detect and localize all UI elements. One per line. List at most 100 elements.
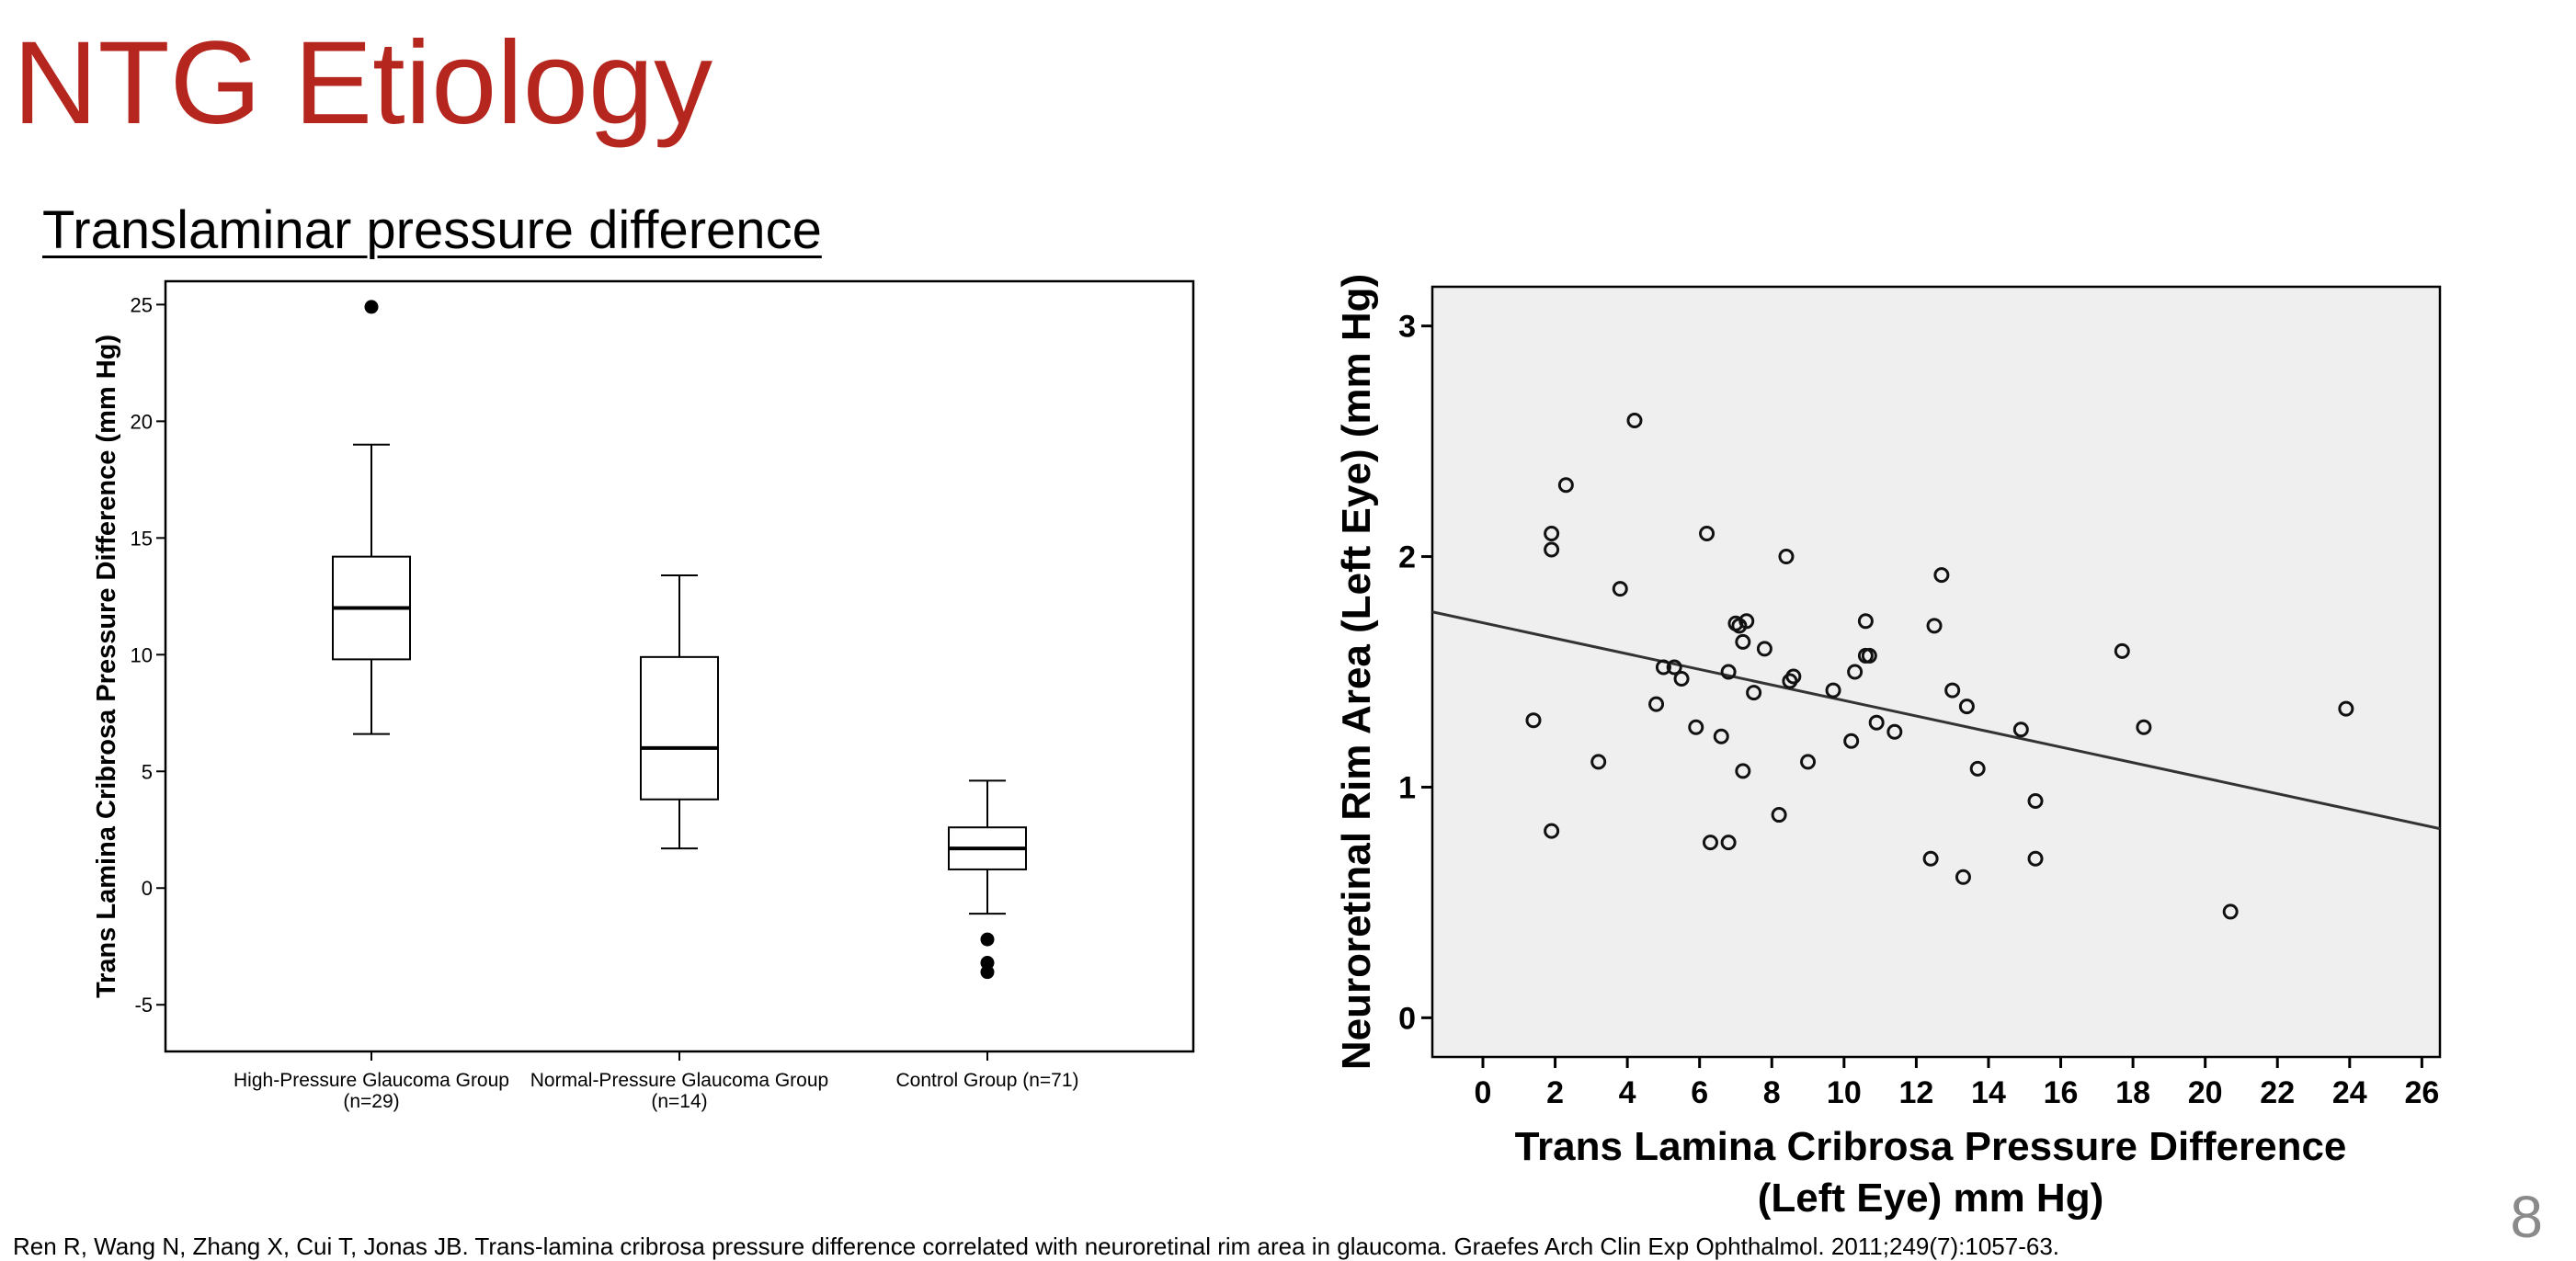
- scatter-point: [1720, 835, 1737, 851]
- x-category-label: Control Group (n=71): [895, 1070, 1078, 1091]
- slide-title: NTG Etiology: [13, 17, 713, 149]
- x-tick-label: 16: [2044, 1075, 2079, 1110]
- y-tick-label: 25: [131, 293, 153, 316]
- scatter-point: [1666, 659, 1682, 676]
- outlier-point: [980, 932, 995, 947]
- scatter-point: [2114, 642, 2130, 659]
- scatter-plot-points: [1525, 413, 2354, 920]
- scatter-plot-x-axis: 0 2 4 6 8 10 12 14 16 18 20 22 24 26: [1475, 1057, 2439, 1110]
- x-tick-label: 20: [2188, 1075, 2223, 1110]
- scatter-point: [1778, 549, 1795, 565]
- scatter-point: [1746, 685, 1762, 701]
- scatter-point: [1738, 613, 1755, 630]
- y-tick-label: 2: [1398, 540, 1416, 575]
- scatter-point: [1933, 567, 1950, 584]
- box-plot-y-axis: 25 20 15 10 5 0 -5: [131, 293, 165, 1017]
- x-tick-label: 18: [2115, 1075, 2150, 1110]
- scatter-plot-x-axis-label-line1: Trans Lamina Cribrosa Pressure Differenc…: [1515, 1124, 2347, 1169]
- x-category-label: Normal-Pressure Glaucoma Group: [530, 1070, 828, 1091]
- scatter-point: [1544, 525, 1560, 541]
- x-tick-label: 24: [2332, 1075, 2367, 1110]
- citation-footnote: Ren R, Wang N, Zhang X, Cui T, Jonas JB.…: [13, 1233, 2060, 1260]
- scatter-point: [1590, 754, 1607, 770]
- scatter-point: [1922, 850, 1939, 867]
- scatter-point: [1868, 714, 1885, 731]
- y-tick-label: 10: [131, 643, 153, 666]
- x-tick-label: 10: [1827, 1075, 1862, 1110]
- scatter-point: [1544, 541, 1560, 558]
- scatter-point: [1955, 869, 1971, 885]
- scatter-point: [1958, 699, 1975, 715]
- scatter-point: [1735, 763, 1751, 779]
- scatter-plot-y-axis-label: Neuroretinal Rim Area (Left Eye) (mm Hg): [1334, 274, 1379, 1070]
- scatter-point: [1969, 760, 1986, 777]
- scatter-point: [1655, 659, 1671, 676]
- y-tick-label: 0: [1398, 1001, 1416, 1036]
- scatter-point: [1626, 413, 1643, 429]
- y-tick-label: -5: [134, 994, 153, 1017]
- box-plot-x-axis-labels: High-Pressure Glaucoma Group(n=29) Normal…: [234, 1051, 1079, 1112]
- scatter-point: [1648, 696, 1665, 712]
- box-plot-groups: [332, 300, 1027, 980]
- iqr-box: [640, 655, 719, 801]
- scatter-point: [2012, 721, 2029, 738]
- scatter-point: [1785, 668, 1802, 685]
- scatter-point: [1612, 581, 1628, 597]
- x-category-label: High-Pressure Glaucoma Group: [234, 1070, 509, 1091]
- x-tick-label: 8: [1763, 1075, 1781, 1110]
- scatter-point: [1857, 613, 1874, 630]
- y-tick-label: 1: [1398, 770, 1416, 805]
- scatter-point: [1800, 754, 1817, 770]
- x-category-sublabel: (n=14): [651, 1091, 707, 1112]
- outlier-point: [980, 965, 995, 980]
- scatter-point: [1688, 719, 1704, 735]
- scatter-point: [1861, 647, 1877, 664]
- scatter-point: [1702, 835, 1718, 851]
- x-tick-label: 14: [1971, 1075, 2006, 1110]
- scatter-plot-frame: [1430, 285, 2442, 1059]
- scatter-point: [1525, 712, 1542, 729]
- scatter-point: [2222, 903, 2239, 920]
- scatter-point: [1771, 807, 1787, 824]
- page-number: 8: [2510, 1184, 2543, 1250]
- scatter-point: [1756, 641, 1772, 657]
- box-plot-chart: 25 20 15 10 5 0 -5 High-Pressure Glaucoma Grou…: [92, 279, 1195, 1112]
- x-tick-label: 0: [1475, 1075, 1492, 1110]
- x-tick-label: 12: [1898, 1075, 1933, 1110]
- scatter-point: [1926, 618, 1943, 634]
- scatter-plot-x-axis-label-line2: (Left Eye) mm Hg): [1758, 1176, 2103, 1221]
- x-category-sublabel: (n=29): [343, 1091, 399, 1112]
- y-tick-label: 3: [1398, 310, 1416, 345]
- x-tick-label: 2: [1546, 1075, 1564, 1110]
- box-plot-y-axis-label: Trans Lamina Cribrosa Pressure Differenc…: [92, 335, 121, 998]
- scatter-point: [1720, 664, 1737, 680]
- y-tick-label: 5: [142, 760, 153, 783]
- scatter-point: [1825, 682, 1841, 699]
- y-tick-label: 15: [131, 527, 153, 550]
- scatter-point: [1713, 728, 1729, 744]
- scatter-point: [2027, 850, 2044, 867]
- scatter-point: [1886, 723, 1903, 740]
- outlier-point: [364, 300, 379, 314]
- slide-subtitle: Translaminar pressure difference: [42, 200, 822, 260]
- scatter-plot-y-axis: 0 1 2 3: [1398, 310, 1432, 1036]
- scatter-point: [1847, 664, 1864, 680]
- x-tick-label: 6: [1691, 1075, 1708, 1110]
- scatter-point: [2027, 793, 2044, 810]
- x-tick-label: 22: [2260, 1075, 2295, 1110]
- x-tick-label: 26: [2404, 1075, 2439, 1110]
- regression-line: [1431, 610, 2441, 831]
- scatter-point: [1699, 525, 1715, 541]
- x-tick-label: 4: [1619, 1075, 1636, 1110]
- scatter-point: [1544, 823, 1560, 839]
- scatter-point: [1735, 633, 1751, 650]
- scatter-point: [1944, 682, 1961, 699]
- y-tick-label: 20: [131, 410, 153, 433]
- y-tick-label: 0: [142, 877, 153, 900]
- scatter-point: [1557, 477, 1574, 494]
- scatter-point: [1843, 733, 1860, 749]
- scatter-point: [1673, 671, 1690, 687]
- scatter-point: [2136, 719, 2152, 735]
